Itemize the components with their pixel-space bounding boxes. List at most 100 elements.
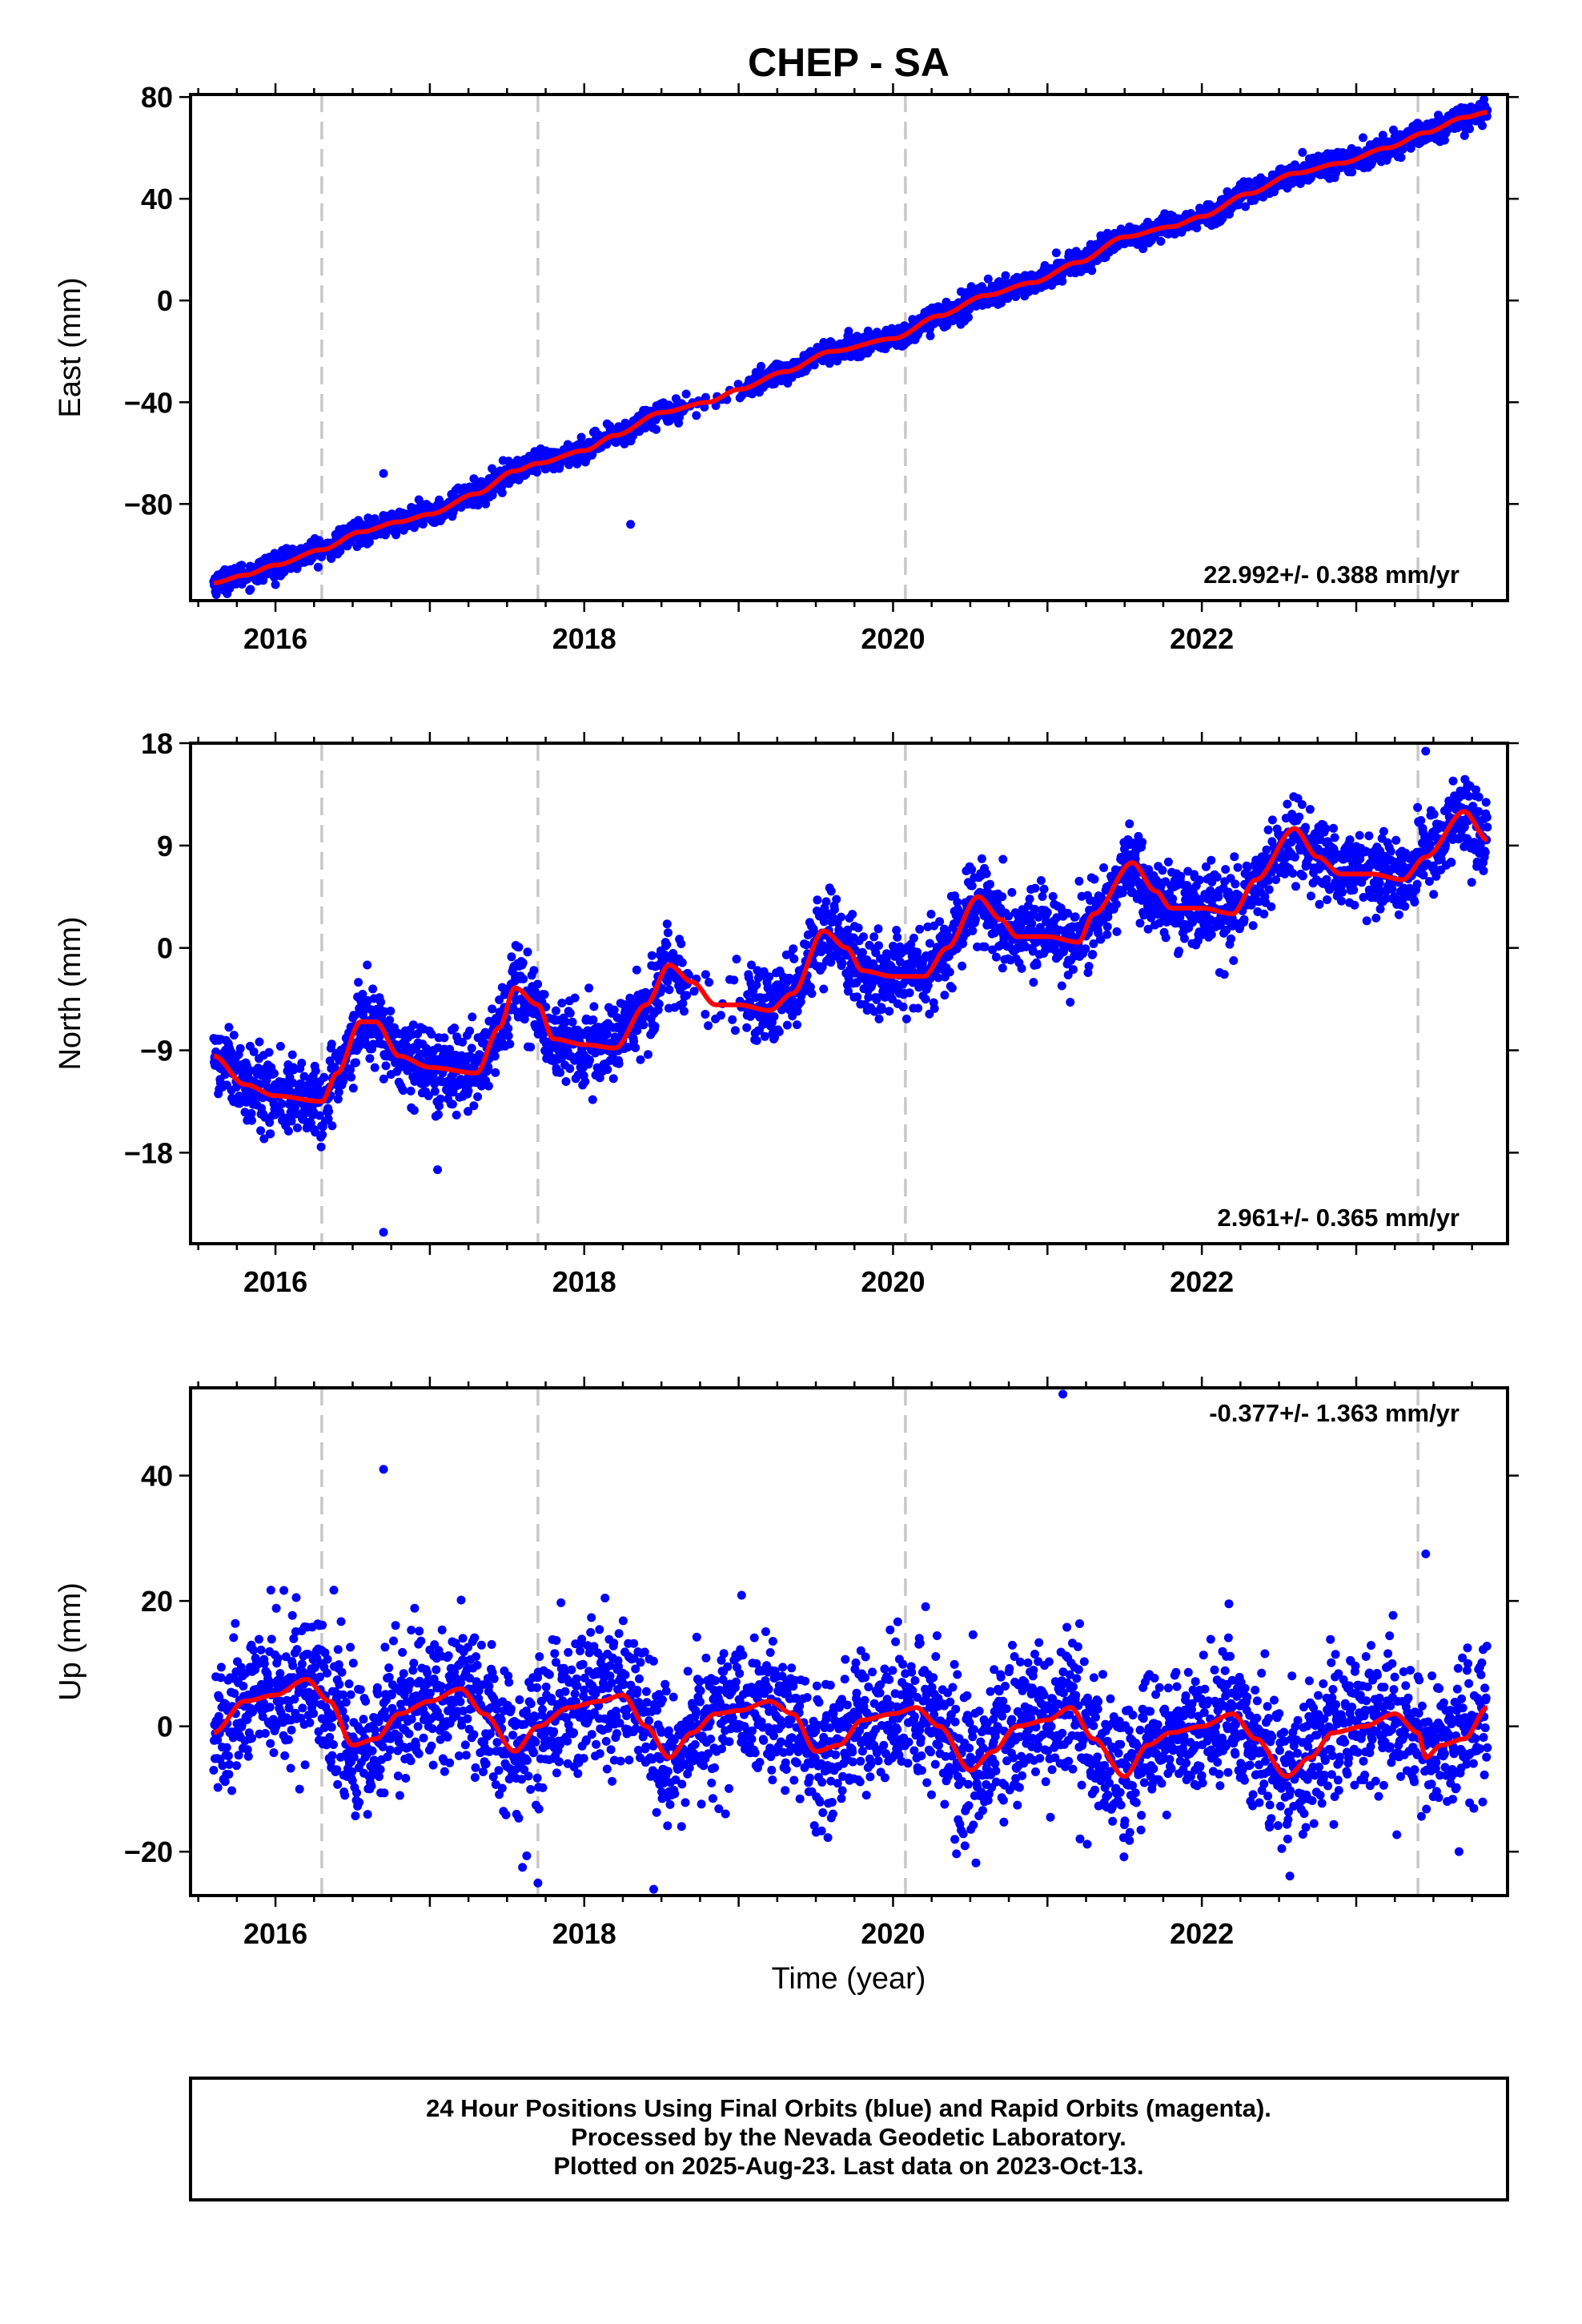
data-point — [448, 1100, 457, 1109]
data-point — [256, 1126, 266, 1136]
data-point — [318, 1130, 327, 1140]
data-point — [997, 298, 1006, 308]
data-point — [468, 1012, 477, 1022]
data-point — [789, 944, 798, 954]
data-point — [229, 1031, 239, 1040]
data-point — [507, 952, 516, 962]
data-point — [998, 963, 1007, 973]
data-point — [1192, 223, 1202, 233]
data-point — [677, 939, 686, 948]
data-point — [967, 881, 977, 891]
data-point — [436, 1094, 445, 1104]
data-point — [363, 960, 372, 970]
data-point — [588, 1015, 598, 1024]
data-point — [662, 940, 672, 950]
data-point — [324, 1107, 334, 1116]
data-point — [224, 1023, 234, 1032]
data-point — [576, 432, 586, 442]
data-point — [376, 997, 386, 1007]
data-point — [958, 961, 967, 971]
data-point — [259, 1134, 269, 1144]
data-point — [270, 1068, 279, 1078]
data-point — [504, 1031, 513, 1040]
data-point — [1066, 998, 1075, 1007]
data-point — [1038, 892, 1047, 901]
data-point — [247, 1108, 256, 1118]
data-point — [701, 970, 710, 979]
data-point — [246, 585, 255, 594]
data-point — [533, 979, 543, 989]
data-point — [283, 1126, 293, 1136]
data-point — [837, 959, 847, 968]
data-point — [1138, 244, 1148, 254]
data-point — [716, 1011, 725, 1020]
data-point — [540, 990, 549, 999]
data-point — [926, 910, 936, 919]
data-point — [1439, 135, 1449, 145]
data-point — [386, 1007, 396, 1015]
data-point — [609, 1005, 619, 1015]
data-point — [940, 991, 950, 1000]
data-point — [381, 1061, 391, 1071]
data-point — [825, 359, 834, 368]
data-point — [434, 1110, 443, 1120]
data-point — [983, 274, 993, 283]
data-point — [614, 1059, 624, 1068]
data-point — [1048, 891, 1058, 901]
data-point — [1378, 131, 1387, 140]
y-tick-label: 0 — [157, 284, 173, 317]
data-point — [774, 1027, 784, 1036]
data-point — [347, 1072, 356, 1082]
data-point — [654, 999, 664, 1009]
data-point — [287, 1116, 296, 1126]
data-point — [935, 917, 945, 927]
data-point — [1039, 884, 1049, 894]
data-point — [589, 1002, 599, 1011]
data-point — [769, 1011, 779, 1021]
data-point — [561, 1077, 571, 1086]
data-point — [1102, 930, 1112, 939]
data-point — [967, 865, 977, 875]
data-point — [789, 954, 799, 963]
data-point — [921, 995, 930, 1004]
data-point — [977, 854, 986, 863]
data-point — [293, 1123, 302, 1132]
data-point — [327, 554, 336, 563]
data-point — [1081, 944, 1090, 954]
data-point — [728, 1015, 737, 1024]
data-point — [1087, 266, 1097, 275]
data-point — [1051, 248, 1061, 258]
data-point — [557, 999, 567, 1007]
data-point — [1088, 950, 1098, 959]
data-point — [488, 1004, 497, 1014]
data-point — [704, 1021, 713, 1031]
data-point — [650, 1022, 660, 1031]
data-point — [469, 1101, 479, 1111]
data-point — [526, 1043, 536, 1051]
data-point — [1070, 912, 1080, 922]
data-point — [1359, 133, 1367, 143]
data-point — [793, 1020, 801, 1030]
data-points — [209, 746, 1492, 1237]
data-point — [692, 411, 701, 420]
data-point — [523, 947, 532, 957]
data-point — [909, 933, 918, 943]
data-point — [1241, 202, 1251, 211]
data-point — [682, 991, 692, 1000]
data-point — [249, 1047, 259, 1056]
data-point — [873, 924, 883, 934]
data-point — [757, 361, 766, 371]
data-point — [473, 1092, 483, 1101]
data-point — [467, 1043, 476, 1053]
data-point — [602, 1030, 612, 1039]
data-point — [399, 1086, 408, 1096]
data-point — [1090, 875, 1099, 884]
data-point — [266, 1129, 275, 1139]
data-point — [701, 392, 710, 402]
data-point — [430, 1087, 440, 1096]
data-point — [585, 1055, 595, 1065]
data-point — [409, 1106, 419, 1115]
data-point — [901, 1014, 911, 1023]
